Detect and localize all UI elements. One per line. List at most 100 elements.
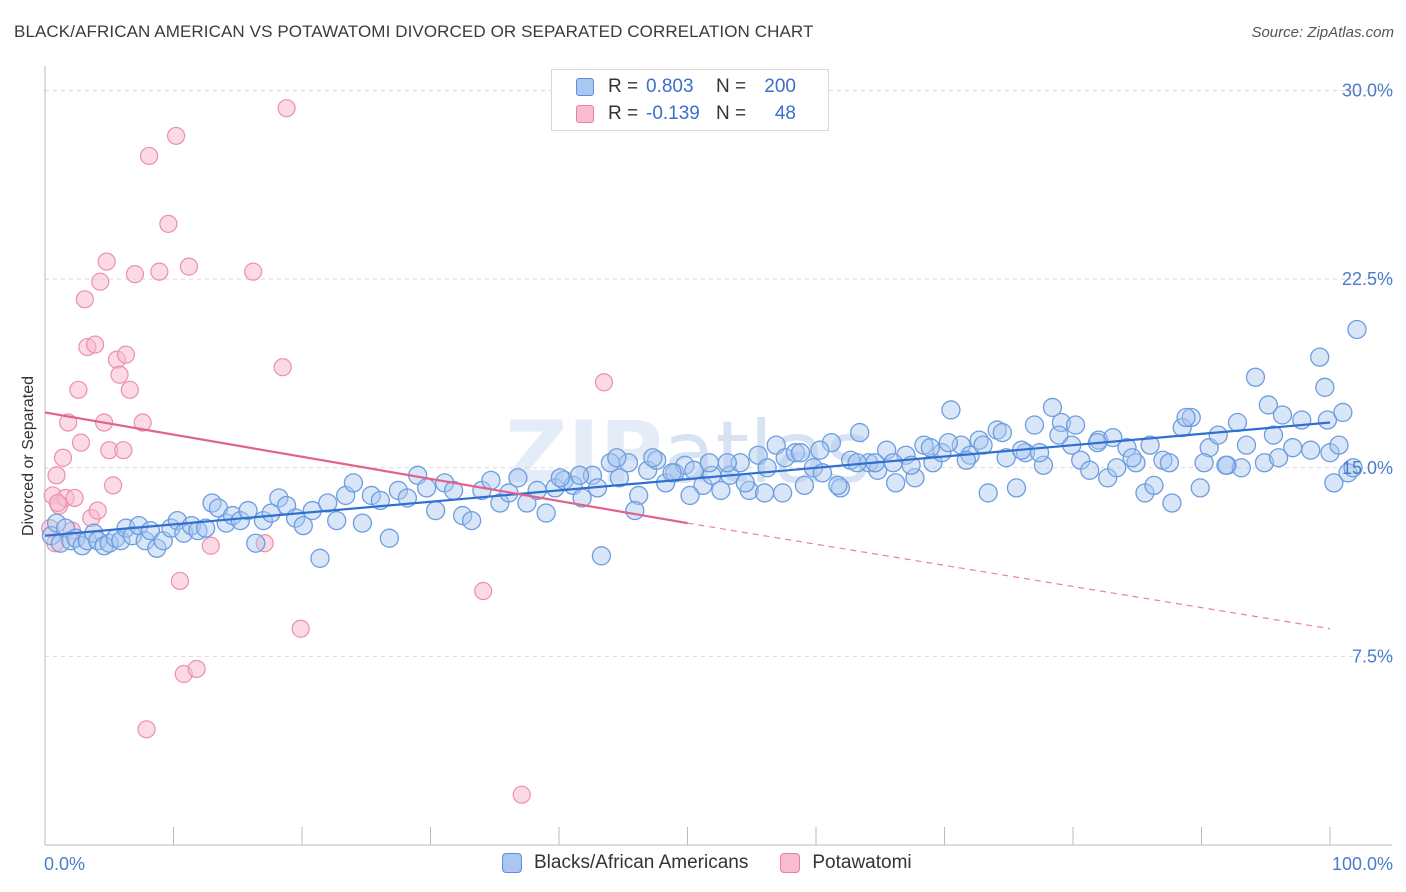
potawatomi-point — [48, 493, 67, 513]
legend-item-blacks[interactable]: Blacks/African Americans — [502, 852, 748, 874]
black-african-american-point — [1268, 448, 1289, 468]
potawatomi-point — [91, 272, 110, 291]
black-african-american-point — [1042, 397, 1063, 418]
black-african-american-point — [1029, 443, 1050, 463]
black-african-american-point — [711, 480, 731, 501]
r-value: 0.803 — [646, 76, 694, 97]
black-african-american-point — [452, 505, 473, 526]
black-african-american-point — [1051, 412, 1072, 433]
black-african-american-point — [1024, 415, 1045, 435]
black-african-american-point — [1144, 475, 1164, 496]
potawatomi-point — [166, 126, 186, 145]
black-african-american-point — [1159, 453, 1180, 473]
potawatomi-point — [594, 373, 614, 392]
n-value: 48 — [774, 103, 796, 124]
potawatomi-point — [110, 365, 129, 384]
legend-swatch-pink — [780, 853, 801, 873]
black-african-american-point — [699, 453, 719, 473]
potawatomi-point — [88, 501, 107, 520]
black-african-american-point — [261, 503, 281, 523]
black-african-american-point — [461, 510, 482, 531]
black-african-american-point — [629, 485, 649, 506]
x-tick-label: 0.0% — [44, 854, 85, 874]
black-african-american-point — [618, 453, 639, 473]
black-african-american-point — [992, 422, 1012, 443]
black-african-american-point — [1122, 448, 1142, 468]
potawatomi-point — [512, 785, 531, 804]
n-label: N = — [716, 76, 747, 97]
black-african-american-point — [987, 420, 1007, 440]
chart-title: BLACK/AFRICAN AMERICAN VS POTAWATOMI DIV… — [14, 22, 814, 41]
black-african-american-point — [810, 440, 830, 460]
black-african-american-point — [830, 478, 851, 498]
potawatomi-point — [244, 262, 263, 281]
potawatomi-point — [75, 290, 94, 309]
black-african-american-point — [1301, 440, 1321, 460]
y-tick-label: 7.5% — [1352, 646, 1393, 666]
r-label: R = — [608, 103, 639, 124]
black-african-american-point — [1033, 455, 1054, 475]
black-african-american-points — [41, 319, 1367, 568]
y-tick-label: 30.0% — [1342, 81, 1393, 101]
y-tick-label: 15.0% — [1342, 458, 1393, 478]
black-african-american-point — [591, 546, 612, 566]
black-african-american-point — [1317, 410, 1338, 430]
black-african-american-point — [230, 510, 250, 531]
stats-row-potawatomi: R = -0.139 N = 48 — [576, 101, 796, 127]
black-african-american-point — [920, 438, 941, 458]
black-african-american-point — [1245, 367, 1266, 387]
black-african-american-point — [717, 453, 737, 473]
legend-item-potawatomi[interactable]: Potawatomi — [780, 852, 912, 874]
potawatomi-point — [125, 265, 145, 284]
black-african-american-point — [1176, 407, 1196, 428]
y-tick-label: 22.5% — [1342, 269, 1393, 289]
black-african-american-point — [625, 500, 645, 521]
black-african-american-point — [754, 483, 775, 503]
black-african-american-point — [481, 470, 501, 491]
black-african-american-point — [775, 448, 795, 468]
black-african-american-point — [1231, 458, 1251, 478]
black-african-american-point — [1236, 435, 1257, 455]
potawatomi-point — [69, 380, 88, 399]
potawatomi-point — [114, 441, 133, 460]
chart-axes — [44, 66, 1392, 846]
black-african-american-point — [828, 475, 848, 496]
potawatomi-point — [201, 536, 220, 555]
black-african-american-point — [1107, 458, 1127, 478]
black-african-american-point — [772, 483, 793, 503]
x-tick-label: 100.0% — [1332, 854, 1393, 874]
black-african-american-point — [850, 422, 870, 443]
stats-row-blacks: R = 0.803 N = 200 — [576, 74, 796, 100]
black-african-american-point — [550, 468, 570, 488]
black-african-american-point — [790, 443, 811, 463]
black-african-american-point — [99, 533, 119, 553]
black-african-american-point — [941, 400, 961, 420]
black-african-american-point — [643, 448, 663, 468]
black-african-american-point — [905, 468, 925, 488]
black-african-american-point — [821, 432, 842, 453]
y-axis-label: Divorced or Separated — [20, 376, 37, 536]
black-african-american-point — [1324, 473, 1344, 493]
black-african-american-point — [1258, 395, 1278, 415]
black-african-american-point — [735, 473, 755, 493]
potawatomi-point — [53, 448, 73, 467]
potawatomi-point — [137, 720, 156, 739]
black-african-american-point — [238, 500, 258, 521]
potawatomi-point — [170, 571, 190, 591]
black-african-american-point — [195, 518, 216, 538]
black-african-american-point — [310, 548, 330, 568]
black-african-american-point — [1208, 425, 1228, 445]
potawatomi-point — [104, 476, 123, 495]
potawatomi-trend-extension — [687, 522, 1331, 630]
legend-swatch-pink — [576, 105, 594, 123]
black-african-american-point — [1140, 435, 1160, 455]
black-african-american-point — [1263, 425, 1284, 445]
black-african-american-point — [1065, 415, 1086, 435]
potawatomi-point — [277, 99, 296, 118]
black-african-american-point — [1194, 453, 1214, 473]
black-african-american-point — [886, 473, 906, 493]
potawatomi-point — [133, 413, 152, 432]
potawatomi-point — [150, 262, 169, 281]
series-legend: Blacks/African Americans Potawatomi — [502, 852, 944, 874]
